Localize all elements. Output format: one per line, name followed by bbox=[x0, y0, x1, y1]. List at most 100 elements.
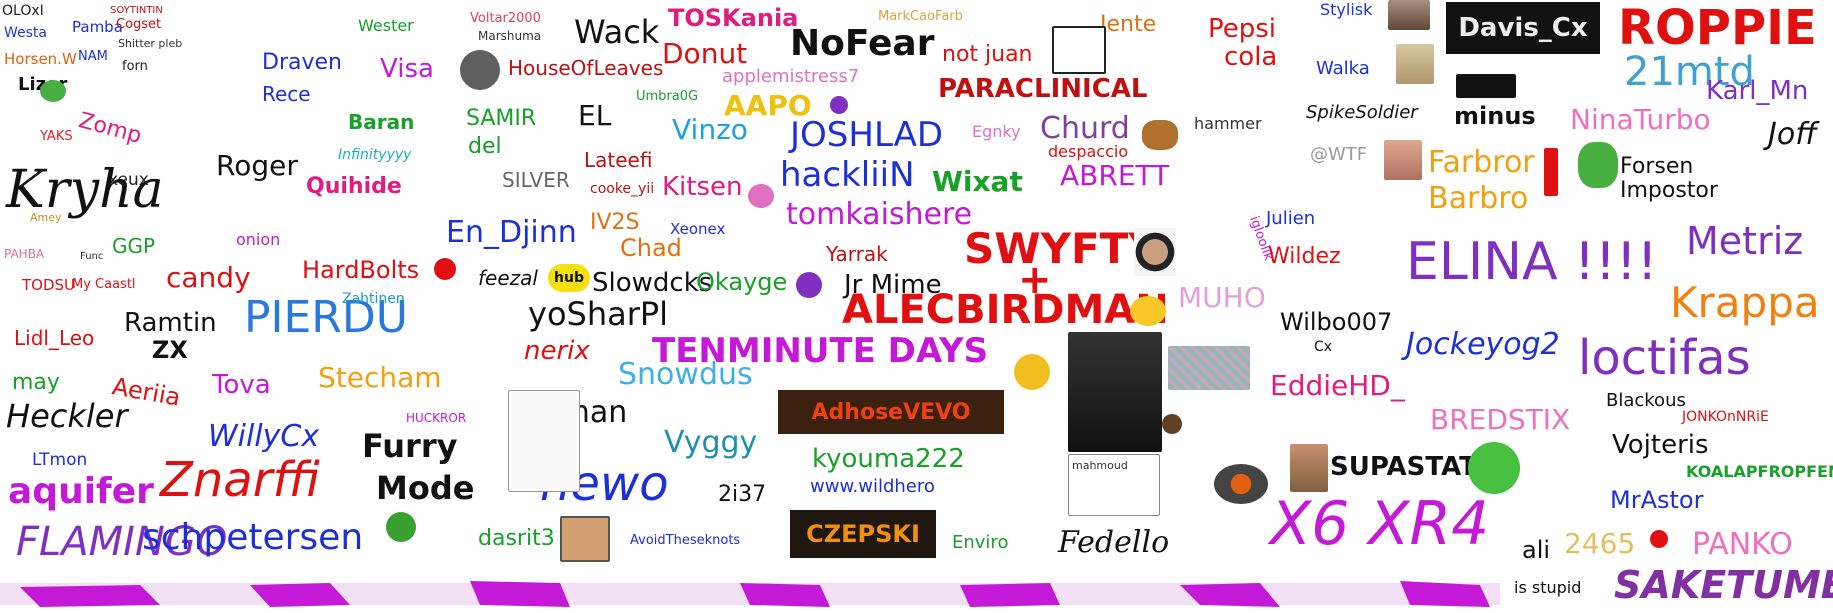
scribble-text: Lidl_Leo bbox=[14, 326, 95, 350]
adhose-vevo-banner: AdhoseVEVO bbox=[778, 390, 1004, 434]
scribble-text: EL bbox=[578, 99, 612, 132]
scribble-text: Draven bbox=[262, 50, 342, 75]
scribble-text: Julien bbox=[1266, 208, 1316, 229]
scribble-text: SOYTINTIN bbox=[110, 5, 163, 16]
orange-emoji-icon bbox=[1014, 354, 1050, 390]
heart-icon bbox=[748, 184, 774, 208]
heart-icon bbox=[1650, 530, 1668, 548]
scribble-text: TOSKania bbox=[668, 4, 799, 32]
face-photo-icon bbox=[1290, 444, 1328, 492]
scribble-text: EddieHD_ bbox=[1270, 369, 1405, 402]
heart-icon bbox=[1544, 148, 1558, 196]
cat-photo-icon bbox=[1396, 44, 1434, 84]
scribble-text: Karl_Mn bbox=[1706, 76, 1809, 106]
heart-icon bbox=[796, 272, 822, 298]
scribble-text: Yarrak bbox=[826, 242, 888, 266]
scribble-text: Krappa bbox=[1670, 278, 1820, 327]
pepe-frog-icon bbox=[1142, 120, 1178, 150]
scribble-text: Wack bbox=[574, 13, 660, 51]
scribble-text: schpetersen bbox=[142, 517, 364, 558]
scribble-text: LTmon bbox=[32, 450, 88, 470]
scribble-text: Pepsi bbox=[1208, 14, 1277, 44]
face-icon bbox=[460, 50, 500, 90]
scribble-text: Egnky bbox=[972, 122, 1021, 141]
scribble-text: Horsen.W bbox=[4, 50, 77, 68]
scribble-text: 2465 bbox=[1564, 527, 1636, 560]
scribble-text: NoFear bbox=[790, 23, 935, 64]
scribble-text: WillyCx bbox=[208, 419, 320, 454]
pepe-frog-icon bbox=[40, 80, 66, 102]
scribble-text: Heckler bbox=[6, 397, 128, 435]
scribble-text: Wixat bbox=[932, 165, 1023, 198]
scribble-text: Farbror bbox=[1428, 145, 1535, 180]
scribble-text: Vyggy bbox=[664, 425, 758, 460]
scribble-text: Chad bbox=[620, 234, 682, 262]
sketch-drawing-icon bbox=[1068, 454, 1160, 516]
scribble-text: PIERDU bbox=[244, 292, 408, 343]
scribble-text: Roger bbox=[216, 149, 298, 182]
scribble-text: MUHO bbox=[1178, 281, 1266, 314]
scribble-text: KOALAPFROPFEN bbox=[1686, 462, 1833, 481]
face-photo-icon bbox=[1134, 228, 1176, 276]
scribble-text: SWYFTY bbox=[964, 224, 1159, 273]
scribble-text: MrAstor bbox=[1610, 486, 1704, 514]
scribble-text: PAHBA bbox=[4, 247, 45, 261]
scribble-text: X6 XR4 bbox=[1270, 489, 1490, 559]
scribble-text: AvoidTheseknots bbox=[630, 533, 741, 548]
scribble-text: ROPPIE bbox=[1618, 0, 1817, 56]
scribble-text: Jr Mime bbox=[844, 270, 942, 300]
scribble-text: nerix bbox=[524, 336, 590, 366]
scribble-text: HUCKROR bbox=[406, 411, 467, 425]
scribble-text: cooke_yii bbox=[590, 181, 655, 197]
scribble-text: En_Djinn bbox=[446, 215, 577, 250]
face-icon bbox=[560, 516, 610, 562]
scribble-text: Jente bbox=[1100, 12, 1157, 37]
scribble-text: Stylisk bbox=[1320, 0, 1373, 19]
scribble-text: Quihide bbox=[306, 174, 402, 199]
scribble-text: tomkaishere bbox=[786, 197, 973, 232]
scribble-text: Wester bbox=[358, 16, 414, 35]
scribble-text: kyouma222 bbox=[812, 444, 965, 474]
black-block-icon bbox=[1456, 74, 1516, 98]
scribble-text: ali bbox=[1522, 536, 1551, 564]
scribble-text: Fedello bbox=[1058, 525, 1170, 560]
scribble-text: + bbox=[1018, 257, 1052, 303]
scribble-text: Voltar2000 bbox=[470, 11, 541, 26]
scribble-text: PANKO bbox=[1692, 527, 1793, 562]
scribble-text: IV2S bbox=[590, 210, 640, 235]
czepski-banner: CZEPSKI bbox=[790, 510, 936, 558]
scribble-text: loctifas bbox=[1578, 330, 1751, 386]
scribble-text: Stecham bbox=[318, 361, 442, 394]
scribble-text: NinaTurbo bbox=[1570, 103, 1711, 136]
scribble-text: aquifer bbox=[8, 471, 154, 512]
scribble-text: 2i37 bbox=[718, 482, 767, 507]
scribble-text: is stupid bbox=[1514, 578, 1582, 597]
sunglasses-emoji-icon bbox=[1130, 296, 1166, 326]
scribble-text: HouseOfLeaves bbox=[508, 56, 664, 80]
scribble-text: ABRETT bbox=[1060, 159, 1170, 192]
scribble-text: ELINA !!!! bbox=[1406, 232, 1658, 292]
scribble-text: Churd bbox=[1040, 111, 1130, 146]
scribble-text: cola bbox=[1224, 42, 1278, 72]
scribble-text: feezal bbox=[478, 266, 538, 290]
scribble-text: Cogset bbox=[116, 17, 162, 32]
scribble-text: JONKOnNRiE bbox=[1682, 409, 1769, 425]
scribble-text: Zahtinen bbox=[342, 291, 405, 307]
pepe-frog-icon bbox=[1468, 442, 1520, 494]
face-icon bbox=[1162, 414, 1182, 434]
hub-badge: hub bbox=[548, 264, 590, 292]
scribble-text: forn bbox=[122, 59, 148, 74]
scribble-text: Vinzo bbox=[672, 113, 748, 146]
scribble-text: Metriz bbox=[1686, 219, 1804, 263]
scribble-text: Westa bbox=[4, 25, 47, 41]
sketch-drawing-icon bbox=[508, 390, 580, 492]
scribble-text: Joff bbox=[1768, 117, 1817, 152]
scribble-text: BREDSTIX bbox=[1430, 403, 1571, 436]
scribble-text: Forsen bbox=[1620, 154, 1694, 179]
scribble-text: Xeonex bbox=[670, 220, 726, 238]
scribble-text: AAPO bbox=[724, 89, 812, 122]
scribble-text: Shitter pleb bbox=[118, 37, 183, 50]
scribble-text: Blackous bbox=[1606, 390, 1686, 411]
scribble-text: onion bbox=[236, 230, 281, 249]
